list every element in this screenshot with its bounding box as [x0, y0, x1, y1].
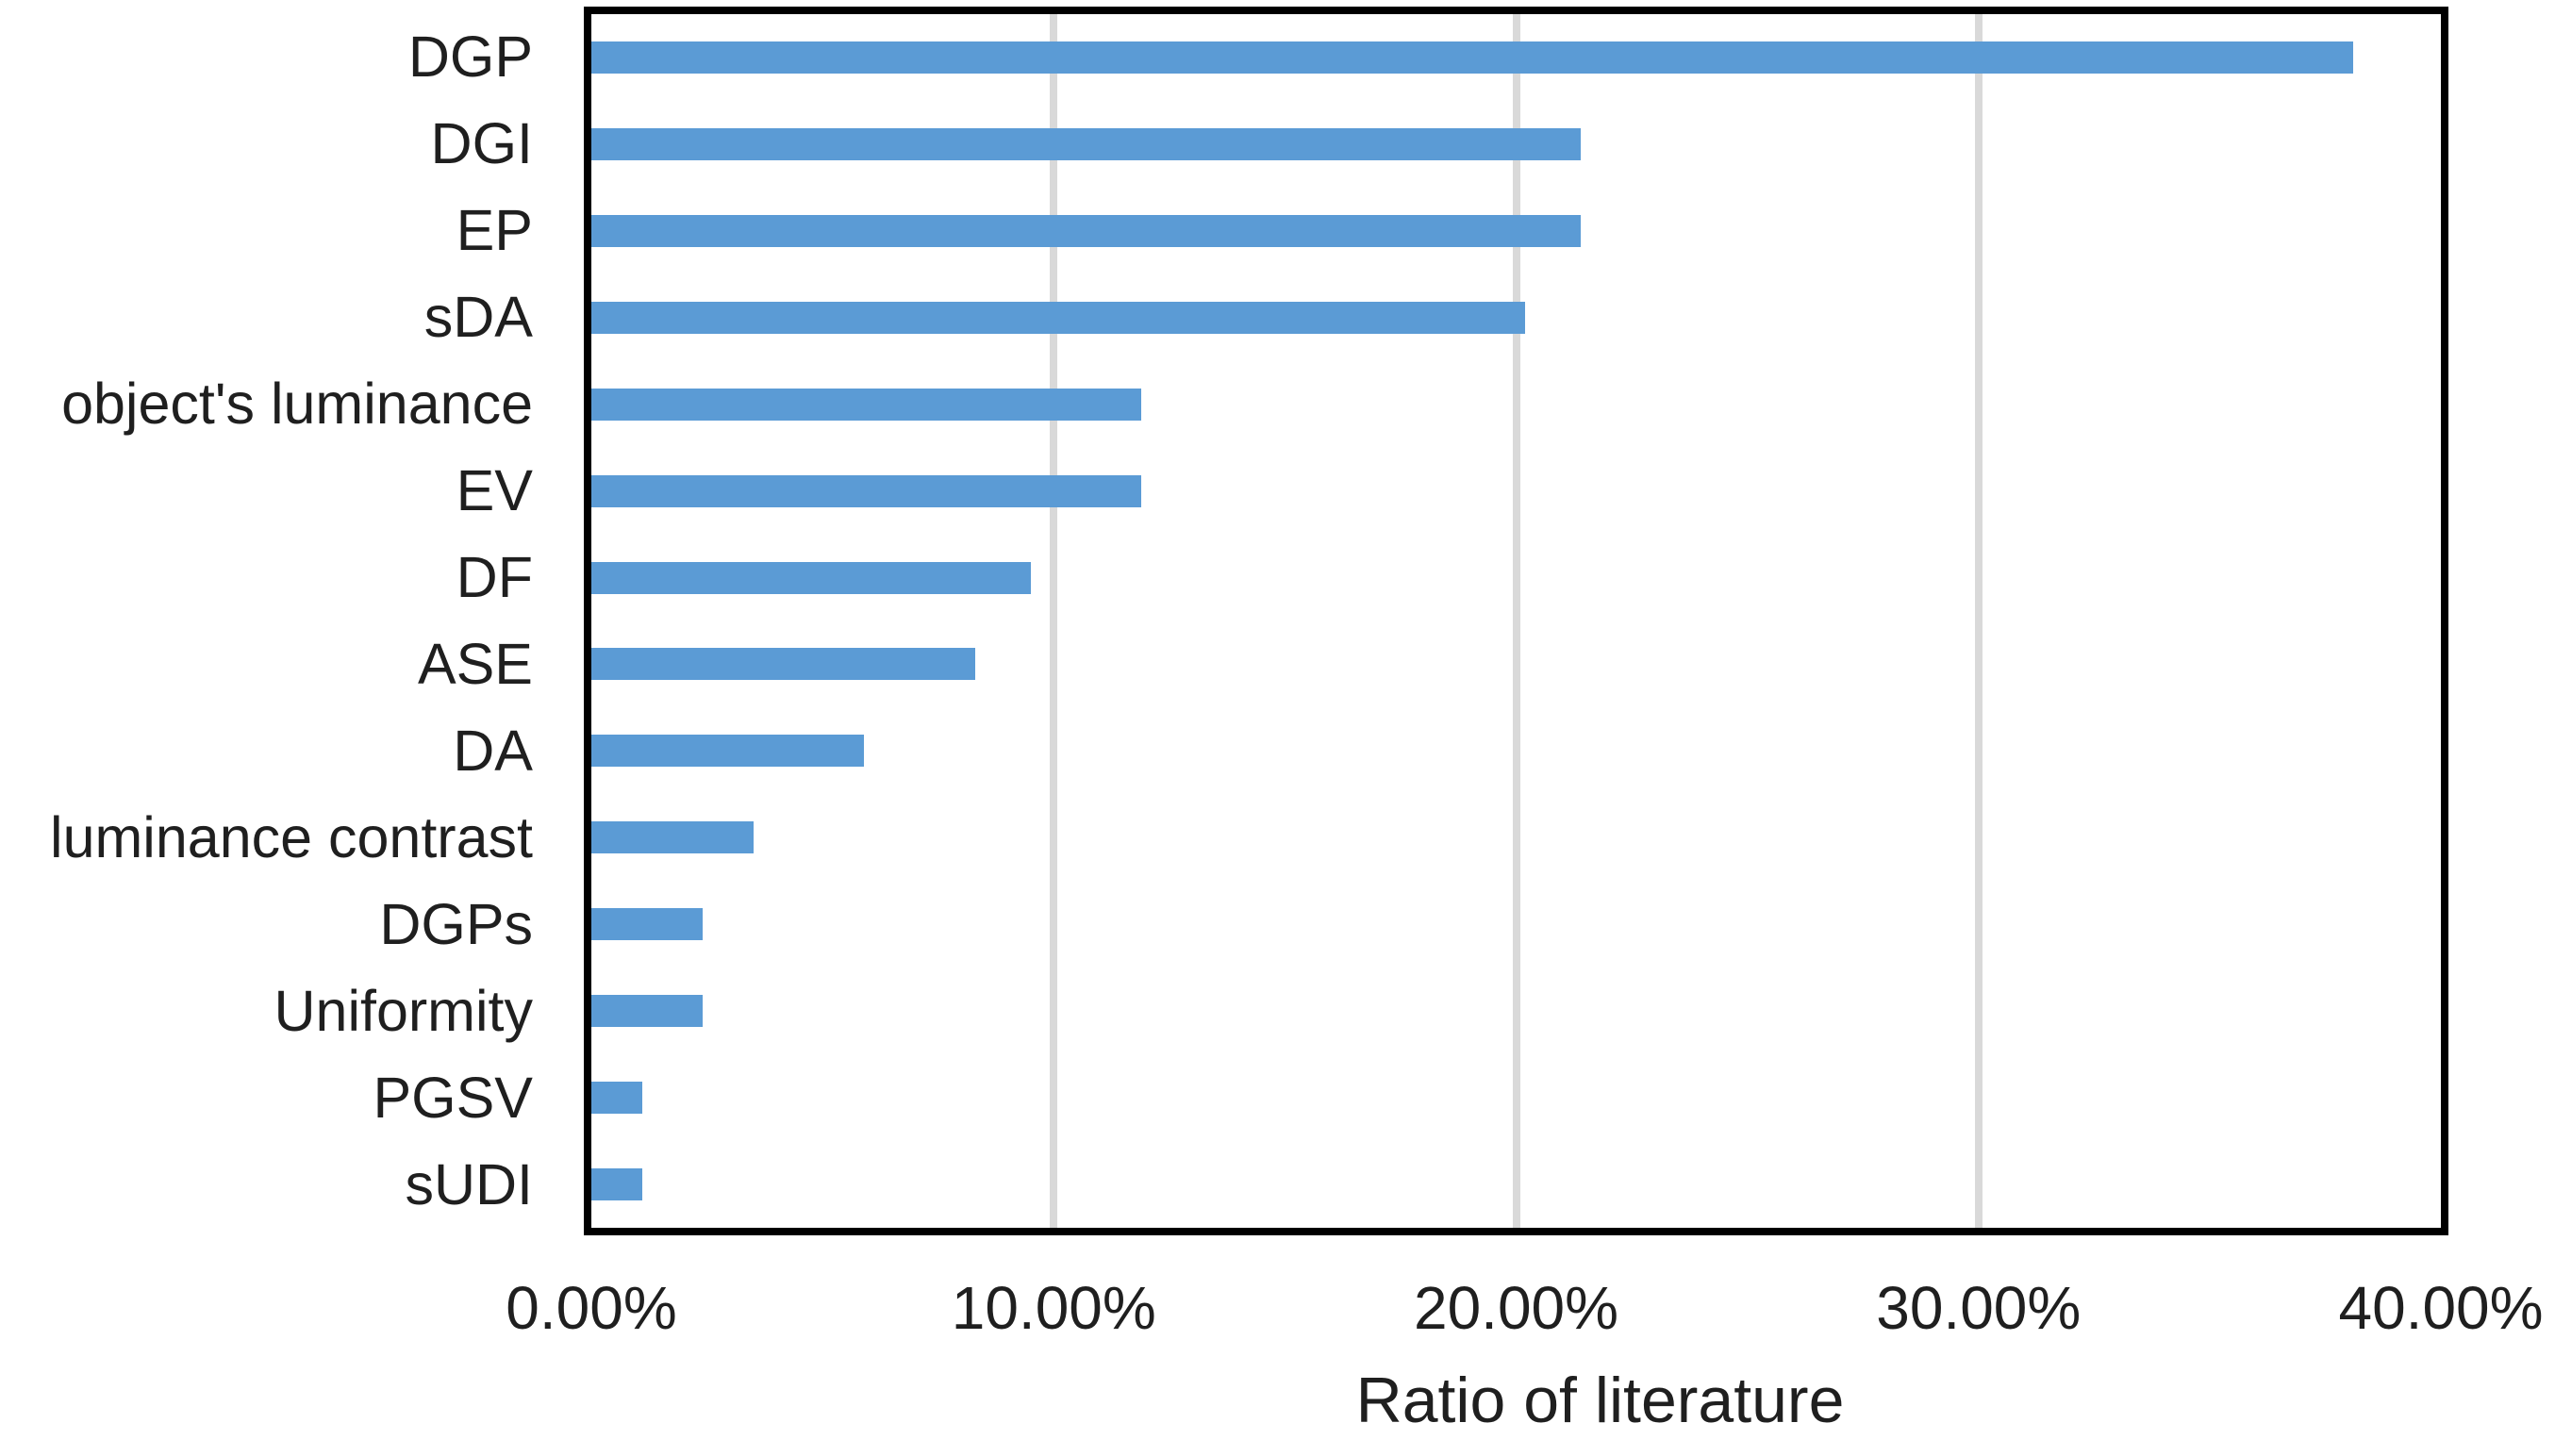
category-label: ASE [417, 631, 533, 696]
bar [591, 388, 1142, 421]
category-label: sDA [423, 285, 533, 350]
category-label: Uniformity [274, 978, 533, 1043]
bar [591, 561, 1031, 594]
gridline [1050, 14, 1058, 1228]
gridline [1512, 14, 1520, 1228]
category-label: EV [456, 458, 533, 523]
category-label: DA [453, 718, 533, 783]
bar [591, 301, 1526, 334]
category-label: DF [456, 545, 533, 610]
bar [591, 995, 703, 1028]
bar [591, 1082, 642, 1115]
plot-area [584, 7, 2448, 1235]
category-label: luminance contrast [50, 804, 533, 869]
bar [591, 214, 1582, 247]
bar [591, 127, 1582, 160]
x-tick-label: 30.00% [1876, 1274, 2082, 1342]
category-label: object's luminance [61, 372, 533, 437]
category-label: PGSV [373, 1065, 533, 1130]
bar [591, 735, 865, 768]
x-axis-ticks: 0.00% 10.00% 20.00% 30.00% 40.00% [506, 1274, 2543, 1360]
category-label: EP [456, 198, 533, 263]
bar [591, 1168, 642, 1201]
x-tick-label: 40.00% [2338, 1274, 2544, 1342]
category-label: DGI [430, 111, 533, 176]
x-tick-label: 10.00% [951, 1274, 1156, 1342]
category-axis: DGP DGI EP sDA object's luminance EV DF ASE DA lu… [0, 14, 533, 1228]
bar [591, 41, 2353, 74]
category-label: sUDI [405, 1151, 533, 1216]
bar [591, 821, 754, 854]
category-label: DGPs [379, 891, 533, 956]
bar [591, 908, 703, 941]
x-axis-title: Ratio of literature [1355, 1365, 1845, 1436]
x-tick-label: 0.00% [506, 1274, 677, 1342]
bar [591, 648, 975, 681]
x-tick-label: 20.00% [1413, 1274, 1619, 1342]
gridline [1974, 14, 1983, 1228]
bar [591, 474, 1142, 507]
category-label: DGP [407, 25, 533, 90]
